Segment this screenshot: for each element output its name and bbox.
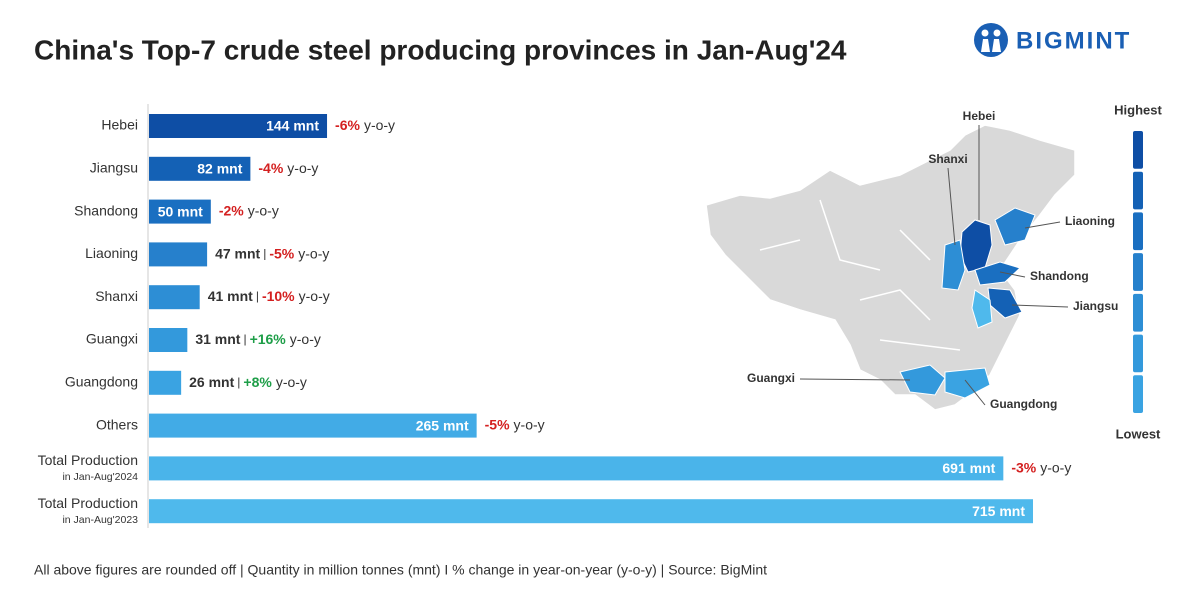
bar <box>149 370 182 395</box>
change-label: -5% <box>269 245 294 261</box>
logo: BIGMINT <box>974 23 1131 57</box>
legend-swatch <box>1133 131 1143 169</box>
y-tick-label: Hebei <box>101 117 138 133</box>
change-label: -6% <box>335 117 360 133</box>
change-suffix: y-o-y <box>287 160 318 176</box>
legend-swatch <box>1133 293 1143 332</box>
y-tick-label: Shandong <box>74 202 138 218</box>
value-label: 265 mnt <box>416 417 469 433</box>
map-label: Liaoning <box>1065 214 1115 228</box>
value-label: 31 mnt <box>195 331 240 347</box>
change-label: -5% <box>485 416 510 432</box>
change-label: +8% <box>243 374 272 390</box>
change-suffix: y-o-y <box>299 288 330 304</box>
change-suffix: y-o-y <box>248 202 279 218</box>
y-tick-label: Others <box>96 416 138 432</box>
chart-title: China's Top-7 crude steel producing prov… <box>34 34 847 65</box>
leader-line <box>947 167 956 246</box>
value-label: 41 mnt <box>208 288 253 304</box>
change-suffix: y-o-y <box>1040 459 1071 475</box>
change-suffix: y-o-y <box>298 245 329 261</box>
map-label: Jiangsu <box>1073 299 1118 313</box>
change-label: -3% <box>1011 459 1036 475</box>
value-label: 82 mnt <box>197 161 242 177</box>
map-label: Shandong <box>1030 269 1089 283</box>
y-tick-label: Guangdong <box>65 374 138 390</box>
bar-annotation: -2% y-o-y <box>219 202 279 218</box>
legend-swatch <box>1133 253 1143 291</box>
y-tick-sublabel: in Jan-Aug'2024 <box>62 471 138 483</box>
leader-line <box>1024 221 1061 229</box>
bar <box>149 199 211 224</box>
change-suffix: y-o-y <box>276 374 307 390</box>
y-tick-label: Guangxi <box>86 331 138 347</box>
bar-annotation: -3% y-o-y <box>1011 459 1071 475</box>
legend-low: Lowest <box>1116 426 1161 441</box>
map: Hebei Shanxi Liaoning Shandong Jiangsu Guangx… <box>705 109 1118 411</box>
legend-swatch <box>1133 375 1143 413</box>
bar-annotation: -5% y-o-y <box>485 416 545 432</box>
bar-annotation: 47 mnt | -5% y-o-y <box>215 245 329 261</box>
leader-line <box>964 379 986 406</box>
separator: | <box>256 289 259 303</box>
separator: | <box>243 332 246 346</box>
bar <box>149 456 1004 481</box>
province-shanxi <box>941 239 966 291</box>
value-label: 50 mnt <box>158 203 203 219</box>
bar-annotation: -4% y-o-y <box>258 160 318 176</box>
footnote: All above figures are rounded off | Quan… <box>34 562 767 578</box>
value-label: 47 mnt <box>215 245 260 261</box>
change-label: -10% <box>262 288 295 304</box>
bar <box>149 242 208 267</box>
map-label: Hebei <box>963 109 996 123</box>
legend-swatch <box>1133 334 1143 373</box>
legend-swatch <box>1133 171 1143 210</box>
bar <box>149 156 251 181</box>
bar-annotation: 31 mnt | +16% y-o-y <box>195 331 321 347</box>
leader-line <box>1011 304 1069 308</box>
logo-icon-dot <box>981 29 989 37</box>
bar <box>149 413 477 438</box>
y-tick-label: Total Production <box>38 452 138 468</box>
y-tick-label: Total Production <box>38 495 138 511</box>
y-tick-sublabel: in Jan-Aug'2023 <box>62 514 138 526</box>
logo-icon-dot <box>993 29 1001 37</box>
legend-high: Highest <box>1114 102 1162 117</box>
change-label: +16% <box>250 331 287 347</box>
leader-line <box>999 271 1026 278</box>
change-suffix: y-o-y <box>290 331 321 347</box>
separator: | <box>263 247 266 261</box>
value-label: 144 mnt <box>266 118 319 134</box>
bar <box>149 285 200 310</box>
bar-annotation: 26 mnt | +8% y-o-y <box>189 374 307 390</box>
value-label: 26 mnt <box>189 374 234 390</box>
change-label: -2% <box>219 202 244 218</box>
bar <box>149 328 188 352</box>
bar-annotation: 41 mnt | -10% y-o-y <box>208 288 330 304</box>
bar <box>149 114 328 138</box>
y-tick-label: Liaoning <box>85 245 138 261</box>
separator: | <box>237 375 240 389</box>
logo-icon <box>974 23 1008 57</box>
change-suffix: y-o-y <box>514 416 545 432</box>
change-suffix: y-o-y <box>364 117 395 133</box>
logo-icon-figure <box>981 39 1001 52</box>
value-label: 715 mnt <box>972 503 1025 519</box>
bar-annotation: -6% y-o-y <box>335 117 395 133</box>
province-guangxi <box>899 364 946 396</box>
province-anhui <box>971 289 993 329</box>
y-tick-label: Shanxi <box>95 288 138 304</box>
y-tick-label: Jiangsu <box>90 160 138 176</box>
bar <box>149 499 1033 524</box>
value-label: 691 mnt <box>942 460 995 476</box>
brand-name: BIGMINT <box>1016 27 1131 54</box>
map-label: Guangxi <box>747 371 795 385</box>
legend-swatch <box>1133 212 1143 251</box>
leader-line <box>799 378 911 381</box>
province-border <box>759 199 961 351</box>
map-label: Guangdong <box>990 397 1057 411</box>
map-label: Shanxi <box>928 152 967 166</box>
change-label: -4% <box>258 160 283 176</box>
